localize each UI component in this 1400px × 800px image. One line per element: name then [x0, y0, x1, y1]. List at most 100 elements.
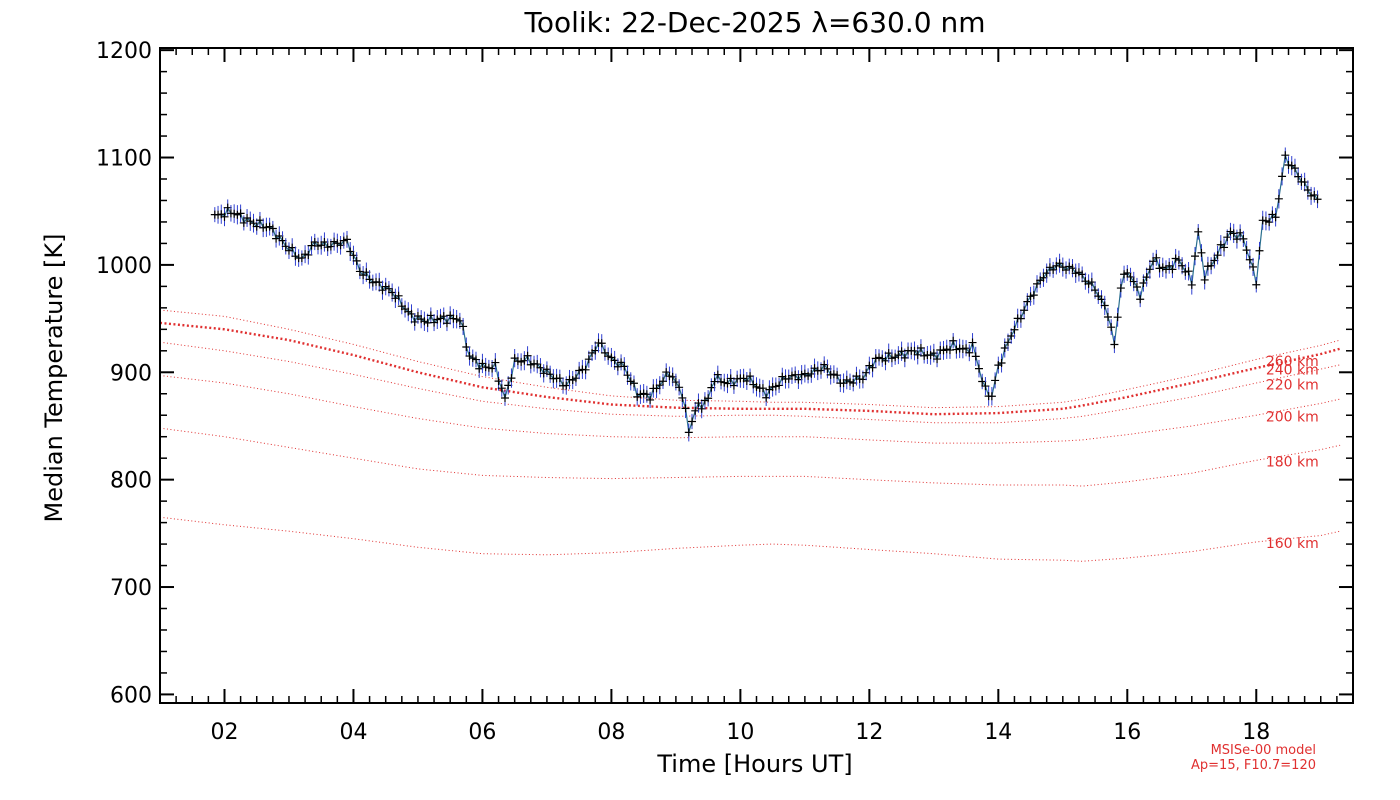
data-point: [584, 355, 593, 364]
data-point: [562, 381, 571, 390]
data-point: [455, 316, 464, 325]
data-point: [1000, 343, 1009, 352]
data-point: [681, 404, 690, 413]
model-label-200-km: 200 km: [1266, 409, 1319, 425]
data-point: [1042, 269, 1051, 278]
data-point: [442, 319, 451, 328]
data-point: [542, 365, 551, 374]
model-curve-180-km: [159, 427, 1341, 487]
model-label-180-km: 180 km: [1266, 455, 1319, 471]
y-tick-label: 900: [110, 361, 152, 386]
data-point: [407, 309, 416, 318]
data-point: [968, 338, 977, 347]
data-point: [913, 350, 922, 359]
data-point: [762, 393, 771, 402]
data-point: [1091, 286, 1100, 295]
data-point: [362, 268, 371, 277]
data-point: [288, 243, 297, 252]
data-point: [1239, 234, 1248, 243]
data-point: [1100, 301, 1109, 310]
data-point: [1078, 270, 1087, 279]
data-point: [1145, 265, 1154, 274]
data-point: [1200, 275, 1209, 284]
data-point: [646, 395, 655, 404]
data-point: [488, 364, 497, 373]
x-tick-label: 04: [339, 720, 367, 745]
data-point: [223, 203, 232, 212]
data-point: [1303, 186, 1312, 195]
data-point: [1087, 278, 1096, 287]
model-params-note: Ap=15, F10.7=120: [1191, 758, 1316, 773]
data-point: [388, 288, 397, 297]
data-point: [1010, 325, 1019, 334]
y-axis-title: Median Temperature [K]: [40, 233, 68, 522]
data-point: [394, 291, 403, 300]
data-point: [1220, 243, 1229, 252]
data-point: [823, 364, 832, 373]
data-point: [884, 349, 893, 358]
data-point: [816, 366, 825, 375]
data-point: [1290, 164, 1299, 173]
data-point: [1191, 252, 1200, 261]
data-point: [581, 365, 590, 374]
data-point: [268, 224, 277, 233]
data-point: [320, 237, 329, 246]
data-point: [1136, 295, 1145, 304]
data-point: [974, 364, 983, 373]
model-label-220-km: 220 km: [1266, 377, 1319, 393]
data-point: [1126, 272, 1135, 281]
measured-series: [210, 147, 1322, 442]
data-point: [723, 379, 732, 388]
y-tick-label: 700: [110, 576, 152, 601]
data-point: [981, 382, 990, 391]
data-point: [1132, 283, 1141, 292]
data-point: [794, 375, 803, 384]
data-point: [868, 363, 877, 372]
data-point: [343, 235, 352, 244]
data-point: [471, 355, 480, 364]
data-point: [620, 362, 629, 371]
data-point: [1068, 264, 1077, 273]
data-point: [900, 353, 909, 362]
data-point: [1152, 253, 1161, 262]
y-tick-label: 600: [110, 683, 152, 708]
data-point: [629, 379, 638, 388]
data-point: [1139, 279, 1148, 288]
data-point: [694, 399, 703, 408]
data-point: [916, 344, 925, 352]
data-point: [713, 370, 722, 379]
data-point: [820, 360, 829, 369]
data-point: [1123, 268, 1132, 277]
x-tick-label: 12: [855, 720, 883, 745]
data-point: [1039, 273, 1048, 282]
data-point: [991, 376, 1000, 385]
model-label-260-km: 260 km: [1266, 354, 1319, 370]
data-point: [978, 377, 987, 386]
data-point: [807, 369, 816, 378]
data-point: [536, 363, 545, 372]
data-point: [1255, 246, 1264, 255]
data-point: [1274, 194, 1283, 203]
data-point: [1207, 261, 1216, 270]
data-point: [501, 393, 510, 402]
data-point: [497, 384, 506, 393]
data-point: [326, 242, 335, 251]
data-point: [349, 251, 358, 260]
data-point: [623, 371, 632, 380]
data-point: [375, 278, 384, 287]
data-point: [1223, 233, 1232, 242]
data-point: [597, 339, 606, 348]
data-point: [929, 349, 938, 358]
model-source-note: MSISe-00 model: [1211, 743, 1316, 758]
x-tick-label: 06: [468, 720, 496, 745]
data-point: [236, 209, 245, 218]
data-point: [494, 377, 503, 386]
model-curve-160-km: [159, 516, 1341, 562]
data-point: [281, 242, 290, 251]
data-point: [1242, 246, 1251, 255]
model-label-160-km: 160 km: [1266, 536, 1319, 552]
data-point: [1097, 295, 1106, 304]
data-point: [591, 346, 600, 355]
data-point: [491, 358, 500, 367]
